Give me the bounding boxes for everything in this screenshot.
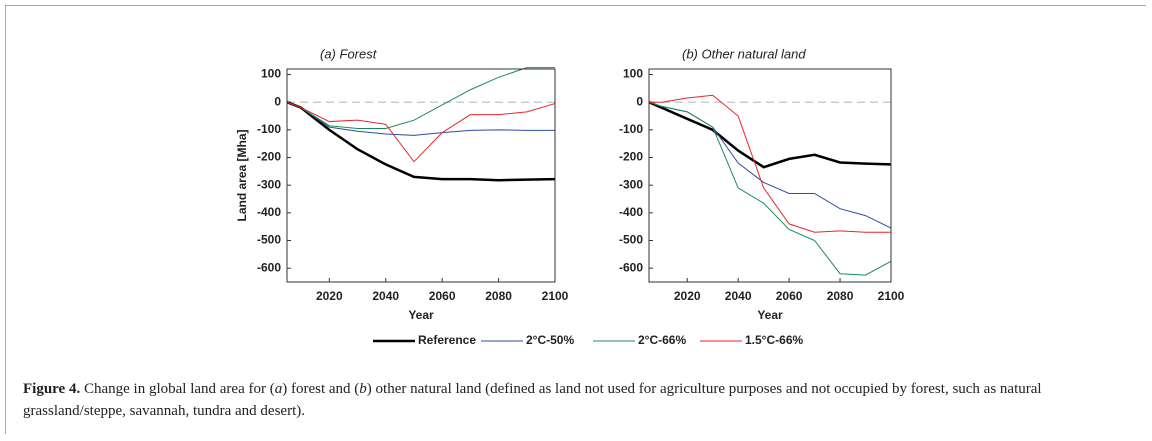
x-tick-label: 2100 [878,289,905,303]
data-line [286,101,556,182]
x-tick-label: 2080 [485,289,512,303]
x-tick-label: 2020 [316,289,343,303]
y-tick-label: -300 [619,177,643,191]
y-tick-label: -400 [257,205,281,219]
x-axis-label: Year [408,308,434,322]
y-tick-label: -400 [619,205,643,219]
y-tick-label: 0 [636,94,643,108]
chart: (a) Forest Land area [Mha] Year 100 0 -100 -20… [235,46,905,347]
panel-title: (a) Forest [320,46,378,61]
x-tick-label: 2040 [372,289,399,303]
y-tick-label: -100 [619,122,643,136]
panel-title: (b) Other natural land [682,46,806,61]
legend-label: Reference [418,333,476,347]
x-tick-label: 2020 [674,289,701,303]
data-line [648,101,892,169]
caption-label: Figure 4. [23,381,81,397]
y-tick-label: 100 [261,67,281,81]
x-tick-label: 2080 [827,289,854,303]
x-tick-label: 2060 [776,289,803,303]
y-tick-label: 100 [623,67,643,81]
x-tick-label: 2060 [429,289,456,303]
caption-text: ) forest and ( [282,381,360,397]
caption-text: b [359,381,367,397]
caption-text: ) other natural land (defined as land no… [23,381,1042,419]
y-axis-label: Land area [Mha] [235,129,249,221]
data-line [286,67,555,129]
caption-text: Change in global land area for ( [83,381,275,397]
y-tick-label: 0 [274,94,281,108]
x-tick-label: 2040 [725,289,752,303]
y-tick-label: -500 [257,233,281,247]
data-line [286,101,555,136]
y-tick-label: -200 [257,150,281,164]
legend-label: 1.5°C-66% [745,333,803,347]
data-line [649,94,891,233]
legend-label: 2°C-50% [526,333,574,347]
y-tick-label: -200 [619,150,643,164]
y-tick-label: -300 [257,177,281,191]
x-axis-label: Year [757,308,783,322]
figure-frame [5,5,1146,434]
y-tick-label: -600 [257,260,281,274]
caption-text: a [274,381,283,397]
plot-frame [648,68,892,283]
data-line [648,101,892,276]
y-tick-label: -100 [257,122,281,136]
x-tick-label: 2100 [542,289,569,303]
legend-label: 2°C-66% [638,333,686,347]
y-tick-label: -500 [619,233,643,247]
plot-frame [286,68,556,283]
caption: Figure 4. Change in global land area for… [23,378,1123,422]
data-line [286,101,556,163]
y-tick-label: -600 [619,260,643,274]
